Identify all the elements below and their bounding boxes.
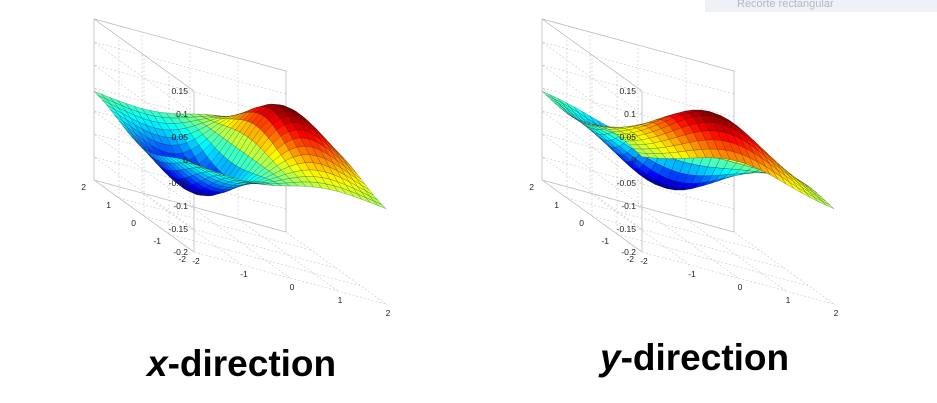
surface-plot-y-direction: 0.150.10.050-0.05-0.1-0.15-0.2-2-1012210… — [529, 18, 839, 318]
x-tick-label: 0 — [290, 282, 295, 292]
surface-plot-x-direction: 0.150.10.050-0.05-0.1-0.15-0.2-2-1012210… — [81, 18, 391, 318]
z-tick-label: -0.15 — [617, 224, 637, 234]
x-tick-label: -1 — [240, 269, 248, 279]
tick-labels: 0.150.10.050-0.05-0.1-0.15-0.2-2-1012210… — [529, 86, 838, 318]
y-tick-label: 0 — [579, 218, 584, 228]
x-tick-label: -1 — [688, 269, 696, 279]
surface-patch — [821, 200, 835, 209]
z-tick-label: 0 — [183, 155, 188, 165]
y-tick-label: -2 — [626, 254, 634, 264]
caption-x-variable: x — [147, 343, 168, 384]
z-tick-label: 0.1 — [624, 109, 636, 119]
y-tick-label: -2 — [178, 254, 186, 264]
z-tick-label: 0.05 — [171, 132, 188, 142]
z-tick-label: 0.1 — [176, 109, 188, 119]
z-tick-label: -0.05 — [169, 178, 189, 188]
surface-mesh — [93, 91, 387, 209]
x-tick-label: 1 — [338, 295, 343, 305]
y-tick-label: -1 — [601, 236, 609, 246]
y-tick-label: -1 — [153, 236, 161, 246]
tick-labels: 0.150.10.050-0.05-0.1-0.15-0.2-2-1012210… — [81, 86, 390, 318]
z-tick-label: -0.2 — [621, 247, 636, 257]
z-tick-label: -0.15 — [169, 224, 189, 234]
x-tick-label: 0 — [738, 282, 743, 292]
z-tick-label: 0 — [631, 155, 636, 165]
y-tick-label: 2 — [81, 182, 86, 192]
x-tick-label: -2 — [192, 256, 200, 266]
y-tick-label: 2 — [529, 182, 534, 192]
z-tick-label: 0.15 — [171, 86, 188, 96]
surface-patch — [373, 200, 387, 209]
surface-mesh — [541, 91, 835, 209]
x-tick-label: 2 — [834, 308, 839, 318]
x-tick-label: 2 — [386, 308, 391, 318]
rectangular-crop-tooltip: Recorte rectangular — [705, 0, 937, 12]
z-tick-label: -0.1 — [621, 201, 636, 211]
x-tick-label: -2 — [640, 256, 648, 266]
caption-y-suffix: -direction — [620, 337, 790, 378]
z-tick-label: 0.05 — [619, 132, 636, 142]
y-tick-label: 1 — [554, 200, 559, 210]
x-tick-label: 1 — [786, 295, 791, 305]
y-tick-label: 1 — [106, 200, 111, 210]
z-tick-label: -0.1 — [173, 201, 188, 211]
caption-x-suffix: -direction — [167, 343, 337, 384]
y-tick-label: 0 — [131, 218, 136, 228]
caption-y-variable: y — [600, 337, 621, 378]
z-tick-label: -0.05 — [617, 178, 637, 188]
surface-patch — [541, 91, 555, 100]
caption-x-direction: x-direction — [147, 343, 336, 385]
caption-y-direction: y-direction — [600, 337, 789, 379]
z-tick-label: -0.2 — [173, 247, 188, 257]
z-tick-label: 0.15 — [619, 86, 636, 96]
